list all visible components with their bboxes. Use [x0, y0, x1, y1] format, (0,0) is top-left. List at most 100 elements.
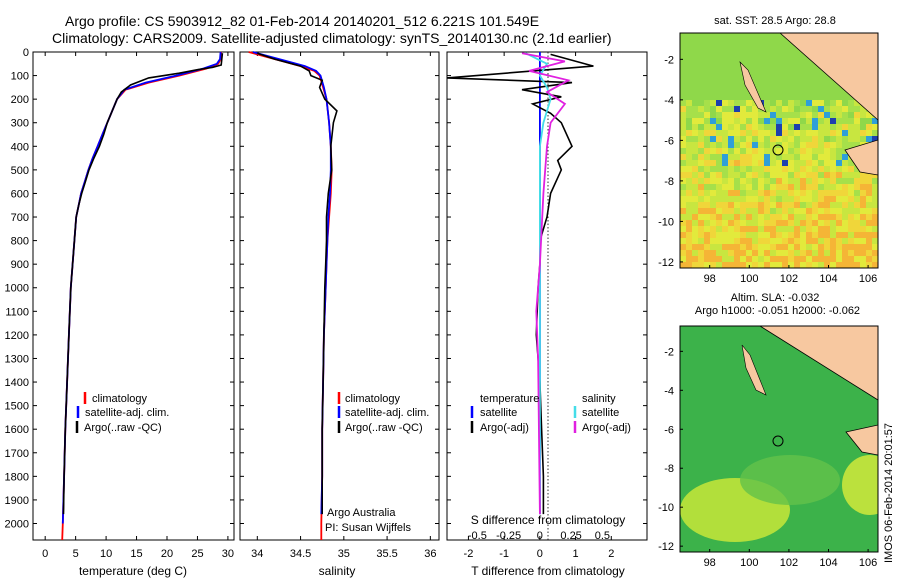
sst-cell — [806, 154, 812, 160]
sst-cell — [686, 118, 692, 124]
sst-cell — [722, 172, 728, 178]
sst-cell — [704, 244, 710, 250]
sst-cell — [770, 172, 776, 178]
map-lon-label: 104 — [819, 273, 837, 285]
sst-cell — [872, 262, 878, 268]
s-diff-tick-label: -0.5 — [468, 530, 487, 542]
sst-cell — [716, 112, 722, 118]
sst-cell — [722, 214, 728, 220]
sst-cell — [752, 214, 758, 220]
sst-cell — [746, 166, 752, 172]
sst-cell — [830, 262, 836, 268]
sst-cell — [710, 232, 716, 238]
sst-cell — [782, 124, 788, 130]
sst-cell — [746, 130, 752, 136]
sst-cell — [758, 208, 764, 214]
sst-cell — [686, 256, 692, 262]
sst-cell — [854, 244, 860, 250]
sst-cell — [686, 250, 692, 256]
sst-cell — [728, 148, 734, 154]
sst-cell — [704, 214, 710, 220]
sst-cell — [692, 256, 698, 262]
sst-cell — [830, 142, 836, 148]
sst-cell — [698, 166, 704, 172]
sst-cell — [806, 172, 812, 178]
sst-cell — [752, 220, 758, 226]
sst-cell — [716, 148, 722, 154]
sst-cell — [698, 202, 704, 208]
sst-cell — [788, 184, 794, 190]
sst-cell — [704, 172, 710, 178]
sst-cell — [806, 124, 812, 130]
sst-cell — [818, 160, 824, 166]
sst-cell — [710, 166, 716, 172]
salinity-xlabel: salinity — [319, 564, 356, 578]
sst-cell — [710, 148, 716, 154]
sst-cell — [782, 148, 788, 154]
sst-cell — [800, 142, 806, 148]
sst-cell — [794, 262, 800, 268]
depth-tick-label: 600 — [11, 188, 29, 200]
sst-cell — [848, 190, 854, 196]
sst-cell — [698, 244, 704, 250]
sst-cell — [824, 256, 830, 262]
sst-cell — [776, 130, 782, 136]
sst-cell — [860, 226, 866, 232]
sst-cell — [842, 232, 848, 238]
sst-cell — [698, 256, 704, 262]
sst-cell — [830, 124, 836, 130]
sst-cell — [770, 244, 776, 250]
sst-cell — [746, 148, 752, 154]
sst-cell — [848, 250, 854, 256]
sst-cell — [752, 124, 758, 130]
sst-cell — [854, 226, 860, 232]
sst-cell — [710, 244, 716, 250]
sst-cell — [794, 250, 800, 256]
sst-cell — [836, 172, 842, 178]
sst-cell — [734, 124, 740, 130]
sst-cell — [812, 244, 818, 250]
sst-cell — [680, 118, 686, 124]
sst-cell — [800, 124, 806, 130]
temperature-axes-frame — [32, 51, 235, 541]
sst-cell — [698, 112, 704, 118]
sst-cell — [728, 244, 734, 250]
sst-cell — [782, 130, 788, 136]
sst-cell — [854, 130, 860, 136]
sst-cell — [710, 112, 716, 118]
sst-cell — [854, 250, 860, 256]
temp-xtick-label: 10 — [100, 548, 112, 560]
sst-cell — [776, 136, 782, 142]
sst-cell — [752, 154, 758, 160]
sst-cell — [806, 112, 812, 118]
sst-cell — [680, 172, 686, 178]
sst-cell — [794, 244, 800, 250]
depth-tick-label: 0 — [23, 47, 29, 59]
sst-cell — [704, 142, 710, 148]
sst-cell — [698, 154, 704, 160]
sst-cell — [752, 112, 758, 118]
sst-cell — [800, 262, 806, 268]
sst-cell — [842, 178, 848, 184]
depth-tick-label: 1600 — [5, 424, 29, 436]
sst-cell — [704, 160, 710, 166]
sst-cell — [770, 130, 776, 136]
sst-cell — [818, 256, 824, 262]
sst-cell — [806, 202, 812, 208]
sst-cell — [866, 178, 872, 184]
sst-cell — [692, 160, 698, 166]
sst-cell — [776, 208, 782, 214]
sst-cell — [758, 112, 764, 118]
depth-tick-label: 400 — [11, 141, 29, 153]
sst-cell — [728, 112, 734, 118]
sst-cell — [782, 160, 788, 166]
sst-cell — [740, 244, 746, 250]
legend-climatology-label: climatology — [92, 393, 148, 405]
sst-cell — [740, 118, 746, 124]
sst-cell — [794, 166, 800, 172]
sst-cell — [848, 208, 854, 214]
sla-map-frame — [679, 325, 879, 553]
sst-cell — [794, 154, 800, 160]
sst-cell — [728, 130, 734, 136]
sst-cell — [788, 190, 794, 196]
